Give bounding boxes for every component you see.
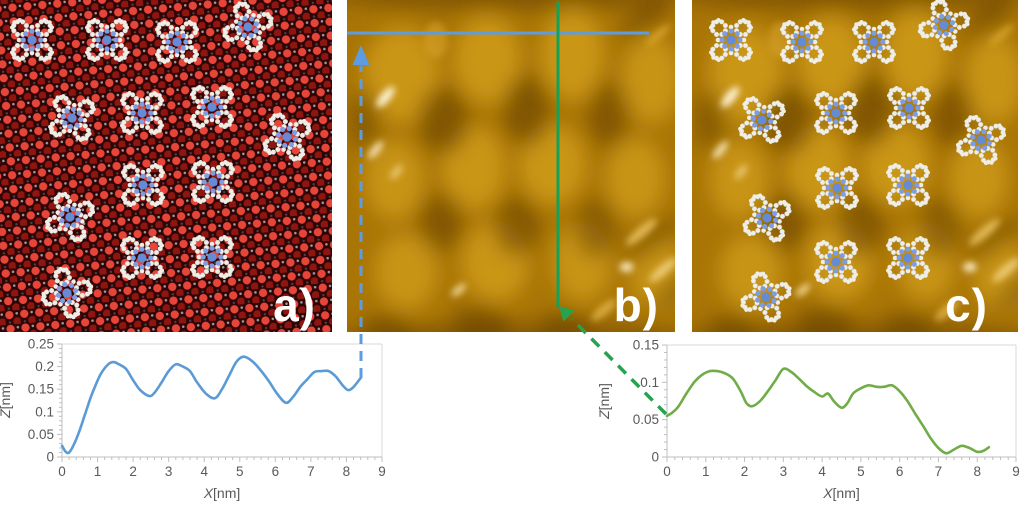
molecule-model <box>740 271 792 323</box>
molecule-model <box>44 191 96 243</box>
svg-text:0.15: 0.15 <box>28 382 54 397</box>
svg-text:0.05: 0.05 <box>28 427 54 442</box>
svg-text:5: 5 <box>236 464 244 479</box>
svg-text:4: 4 <box>200 464 208 479</box>
molecule-model <box>955 114 1007 166</box>
svg-text:0.1: 0.1 <box>35 404 54 419</box>
molecule-model <box>120 162 166 208</box>
svg-text:8: 8 <box>973 464 981 479</box>
svg-text:0.15: 0.15 <box>633 338 659 353</box>
svg-text:0.2: 0.2 <box>35 359 54 374</box>
panel-c-label: c) <box>945 279 988 331</box>
panel-c-stm-with-models: c) <box>692 0 1018 332</box>
molecule-model <box>779 19 825 65</box>
profile-curve <box>60 355 362 455</box>
svg-text:0.05: 0.05 <box>633 412 659 427</box>
molecule-model <box>48 94 96 142</box>
molecule-model <box>813 90 859 136</box>
svg-text:Z[nm]: Z[nm] <box>596 383 612 420</box>
svg-text:3: 3 <box>780 464 788 479</box>
svg-text:7: 7 <box>307 464 315 479</box>
molecule-model <box>813 239 859 285</box>
svg-text:0: 0 <box>58 464 66 479</box>
panel-b-label: b) <box>613 279 659 331</box>
svg-text:Z[nm]: Z[nm] <box>0 382 13 419</box>
svg-text:2: 2 <box>741 464 749 479</box>
molecule-overlay-layer <box>0 0 332 332</box>
svg-text:7: 7 <box>935 464 943 479</box>
svg-text:9: 9 <box>1012 464 1020 479</box>
molecule-model <box>885 235 931 281</box>
svg-text:X[nm]: X[nm] <box>822 485 860 501</box>
svg-text:2: 2 <box>129 464 137 479</box>
molecule-model <box>154 19 200 65</box>
profile-curve <box>665 367 991 455</box>
molecule-model <box>738 96 786 144</box>
panel-a-label: a) <box>273 279 316 331</box>
molecule-model <box>262 112 312 162</box>
svg-text:6: 6 <box>272 464 280 479</box>
svg-text:6: 6 <box>896 464 904 479</box>
svg-text:0: 0 <box>663 464 671 479</box>
molecule-model <box>885 162 931 208</box>
molecule-model <box>814 165 860 211</box>
panel-a-model: a) <box>0 0 332 332</box>
molecule-model <box>742 193 792 243</box>
svg-text:1: 1 <box>702 464 710 479</box>
molecule-model <box>119 90 165 136</box>
svg-text:4: 4 <box>818 464 826 479</box>
molecule-model <box>708 17 754 63</box>
molecule-model <box>222 1 274 53</box>
panel-b-stm-image: b) <box>347 0 675 332</box>
molecule-model <box>917 0 971 52</box>
molecule-model <box>119 235 165 281</box>
svg-text:8: 8 <box>343 464 351 479</box>
svg-text:0.25: 0.25 <box>28 337 54 352</box>
height-profile-chart-blue: 0 1 2 3 4 5 6 7 8 9 0 0.05 0.1 0.15 0.2 0.25 X[nm] Z[nm] <box>0 336 400 512</box>
svg-text:9: 9 <box>378 464 386 479</box>
molecule-model <box>9 17 55 63</box>
svg-text:X[nm]: X[nm] <box>203 485 241 501</box>
height-profile-chart-green: 0 1 2 3 4 5 6 7 8 9 0 0.05 0.1 0.15 X[nm] Z[nm] <box>595 336 1024 512</box>
molecule-model <box>189 234 235 280</box>
molecule-model <box>886 85 932 131</box>
svg-text:3: 3 <box>165 464 173 479</box>
molecule-overlay-layer <box>692 0 1018 332</box>
svg-text:5: 5 <box>857 464 865 479</box>
svg-text:1: 1 <box>94 464 102 479</box>
molecule-model <box>189 84 235 130</box>
molecule-model <box>84 17 130 63</box>
molecule-model <box>190 159 236 205</box>
molecule-model <box>851 19 897 65</box>
svg-text:0.1: 0.1 <box>640 375 659 390</box>
svg-text:0: 0 <box>651 450 659 465</box>
molecule-model <box>40 266 94 320</box>
svg-text:0: 0 <box>46 450 54 465</box>
